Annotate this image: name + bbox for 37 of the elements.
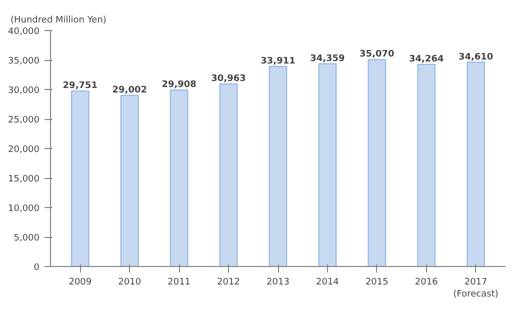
y-axis-title: (Hundred Million Yen)	[10, 16, 106, 26]
y-tick-label: 25,000	[8, 116, 40, 126]
y-tick-label: 10,000	[8, 204, 40, 214]
x-tick-label: 2013	[266, 278, 290, 288]
x-tick-label: 2017 (Forecast)	[453, 278, 498, 300]
data-label: 33,911	[260, 56, 296, 66]
bar	[466, 62, 485, 266]
bar	[417, 64, 436, 266]
y-tick-label: 15,000	[8, 174, 40, 184]
data-label: 34,610	[458, 52, 494, 62]
x-tick-label: 2016	[414, 278, 438, 288]
data-label: 29,751	[62, 80, 98, 91]
bar	[368, 59, 386, 266]
data-label: 29,908	[162, 80, 196, 90]
x-tick-label: 2012	[217, 278, 240, 288]
x-tick-label: 2009	[68, 278, 92, 288]
bar	[170, 90, 188, 266]
data-label: 30,963	[211, 74, 246, 84]
y-tick-label: 5,000	[14, 234, 40, 244]
bar	[219, 83, 238, 266]
y-tick-label: 30,000	[8, 86, 40, 96]
data-label: 34,264	[409, 54, 444, 64]
data-label: 29,002	[112, 85, 147, 96]
bar	[318, 63, 337, 266]
data-label: 35,070	[360, 50, 394, 60]
x-tick-label: 2011	[168, 278, 191, 288]
y-tick-label: 0	[34, 263, 40, 273]
bar	[120, 94, 139, 266]
x-tick-label: 2010	[118, 278, 142, 288]
y-tick-label: 20,000	[8, 145, 40, 155]
data-label: 34,359	[310, 54, 345, 64]
bar	[71, 90, 90, 266]
x-tick-label: 2015	[365, 278, 388, 288]
y-tick-label: 35,000	[8, 56, 40, 66]
x-tick-label: 2014	[316, 278, 340, 288]
bar	[268, 66, 288, 266]
y-tick-label: 40,000	[8, 27, 40, 37]
